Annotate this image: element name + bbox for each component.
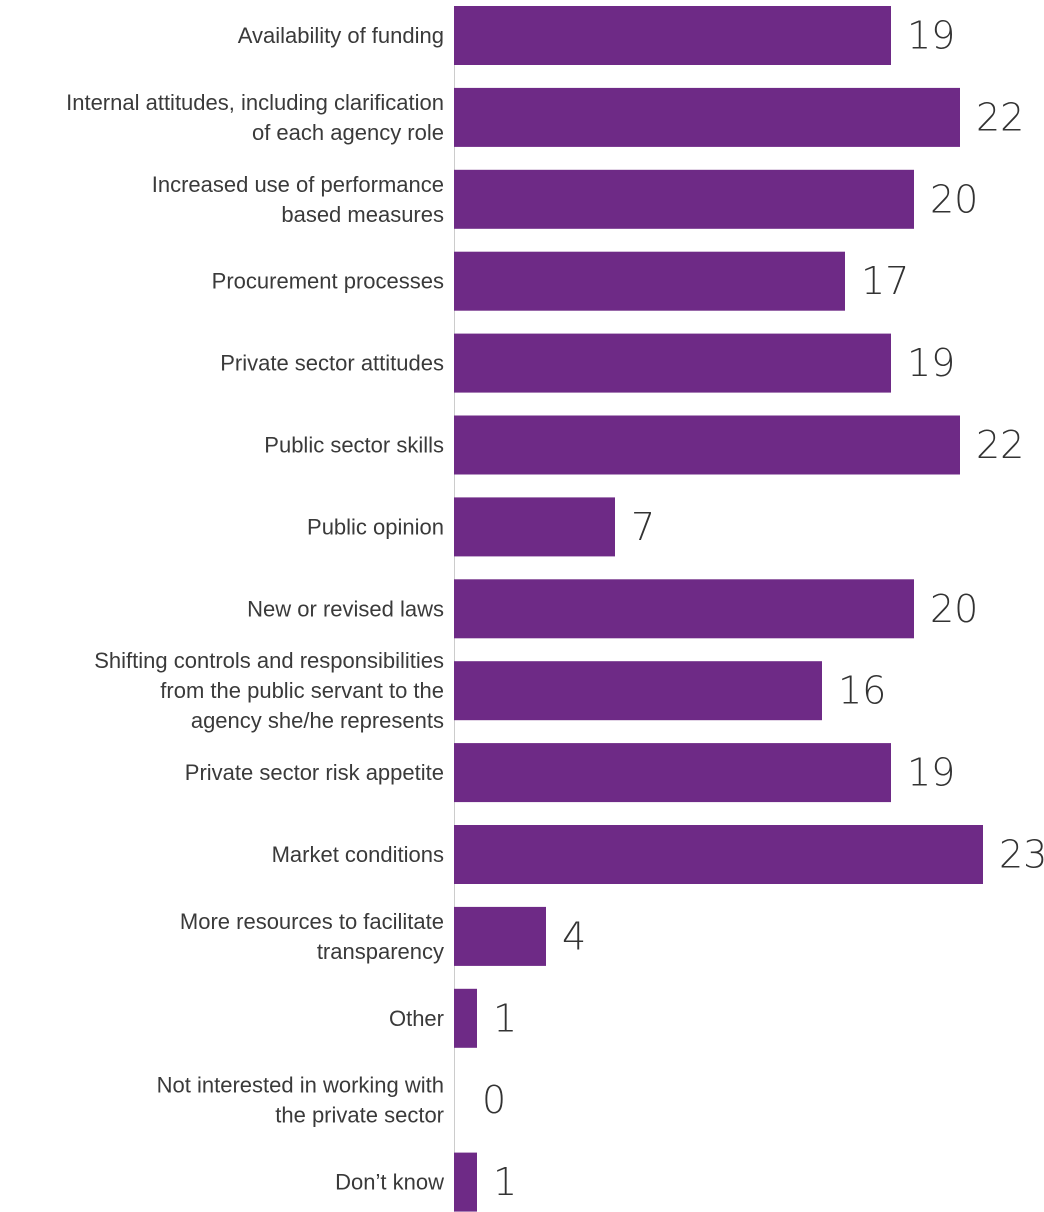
bar [454,743,891,803]
bar [454,415,960,475]
bar [454,906,546,966]
category-labels-group: Availability of funding Internal attitude… [66,23,444,1195]
category-label: Not interested in working with [157,1073,444,1098]
bar [454,6,891,65]
category-label: Public opinion [307,514,444,539]
value-label: 19 [907,341,955,385]
category-label: Private sector attitudes [220,351,444,376]
value-label: 0 [482,1078,506,1122]
bar [454,169,914,229]
value-label: 22 [976,423,1024,467]
value-label: 1 [493,1160,517,1204]
category-label: from the public servant to the [160,678,444,703]
category-label: Shifting controls and responsibilities [94,648,444,673]
category-label: New or revised laws [247,596,444,621]
category-label: Availability of funding [238,23,444,48]
bars-group [454,6,983,1212]
category-label: More resources to facilitate [180,909,444,934]
category-label: based measures [281,202,444,227]
value-label: 1 [493,996,517,1040]
value-label: 19 [907,751,955,795]
category-label: Increased use of performance [152,172,444,197]
bar [454,579,914,639]
value-label: 19 [907,14,955,58]
category-label: transparency [317,939,444,964]
category-label: Internal attitudes, including clarificat… [66,90,444,115]
value-label: 7 [631,505,655,549]
value-label: 20 [930,177,978,221]
value-label: 16 [838,669,886,713]
bar [454,661,822,721]
category-label: Don’t know [335,1170,444,1195]
bar [454,825,983,884]
value-label: 20 [930,587,978,631]
bar [454,251,845,311]
category-label: Procurement processes [212,269,444,294]
value-label: 17 [861,259,909,303]
value-label: 4 [562,914,586,958]
value-labels-group: 19 22 20 17 19 22 7 20 16 19 23 4 1 0 1 [482,14,1044,1205]
bar [454,1152,477,1212]
bar [454,333,891,393]
category-label: of each agency role [252,120,444,145]
value-label: 22 [976,95,1024,139]
bar [454,87,960,147]
category-label: the private sector [275,1103,444,1128]
category-label: Other [389,1006,444,1031]
bar [454,988,477,1048]
category-label: Public sector skills [264,433,444,458]
value-label: 23 [999,833,1044,877]
category-label: Private sector risk appetite [185,760,444,785]
category-label: Market conditions [272,842,444,867]
category-label: agency she/he represents [191,708,444,733]
bar [454,497,615,557]
